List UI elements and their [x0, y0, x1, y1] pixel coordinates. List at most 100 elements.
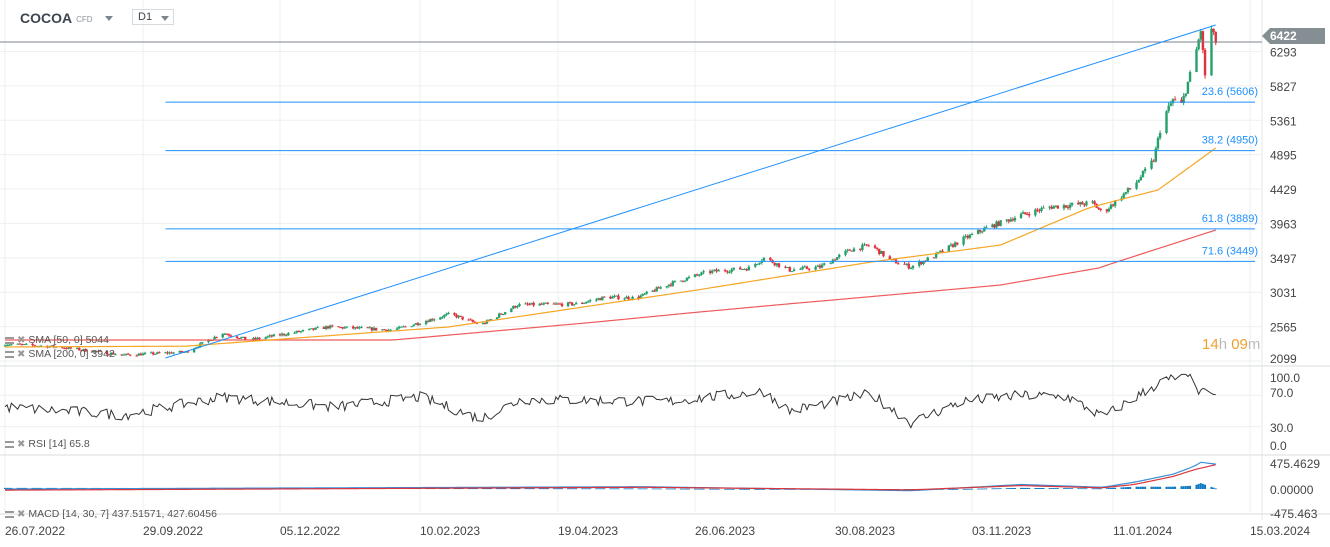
macd-bar: [730, 488, 733, 490]
macd-bar: [778, 489, 780, 490]
symbol-selector[interactable]: COCOA CFD: [20, 10, 113, 26]
macd-bar: [724, 488, 727, 490]
close-icon[interactable]: ✖: [17, 438, 26, 450]
candle-body: [453, 312, 456, 315]
settings-icon[interactable]: [5, 336, 14, 344]
candle: [1007, 219, 1010, 224]
legend-sma50[interactable]: ✖ SMA [50, 0] 5044: [5, 334, 109, 346]
macd-bar: [711, 488, 714, 490]
candle-body: [603, 296, 606, 298]
candle: [814, 265, 817, 272]
candle: [1083, 203, 1086, 208]
candle-body: [1093, 201, 1096, 205]
candle: [643, 292, 646, 295]
candle: [801, 265, 804, 271]
candle-body: [681, 280, 685, 282]
candle: [1195, 46, 1198, 73]
candle: [158, 351, 161, 354]
candle: [457, 315, 460, 319]
candle: [80, 349, 83, 352]
candle-body: [922, 260, 925, 265]
candle: [316, 326, 319, 329]
close-icon[interactable]: ✖: [17, 348, 26, 360]
macd-bar: [947, 489, 950, 490]
candle: [653, 288, 656, 293]
candle-body: [816, 265, 819, 267]
candle-body: [999, 220, 1002, 226]
candle: [1150, 158, 1153, 170]
candle: [754, 262, 757, 268]
macd-bar: [597, 488, 600, 490]
legend-rsi[interactable]: ✖ RSI [14] 65.8: [5, 438, 90, 450]
candle-body: [560, 303, 564, 307]
candle-body: [552, 303, 556, 305]
settings-icon[interactable]: [5, 440, 14, 448]
candle: [1107, 207, 1111, 213]
candle: [268, 334, 271, 338]
candle-body: [504, 312, 507, 315]
macd-bar: [1137, 486, 1140, 489]
candle-body: [803, 266, 807, 268]
candle-body: [168, 352, 171, 354]
chevron-down-icon[interactable]: [104, 15, 113, 21]
candle: [956, 242, 959, 246]
candle-body: [524, 303, 527, 305]
candle: [114, 353, 117, 356]
candle-body: [285, 335, 288, 337]
candle: [433, 318, 436, 322]
macd-bar: [1048, 488, 1051, 489]
candle-body: [483, 323, 487, 325]
macd-bar: [554, 488, 557, 490]
candle-body: [404, 326, 407, 328]
close-icon[interactable]: ✖: [17, 334, 26, 346]
legend-sma200[interactable]: ✖ SMA [200, 0] 3942: [5, 348, 115, 360]
candle-body: [754, 263, 757, 267]
candle-body: [316, 327, 319, 329]
candle-body: [467, 319, 470, 321]
candle-body: [33, 345, 36, 347]
candle-body: [213, 336, 216, 340]
candle: [5, 343, 9, 347]
instrument-type: CFD: [76, 15, 93, 24]
candle-body: [1083, 204, 1086, 206]
settings-icon[interactable]: [5, 350, 14, 358]
candle-body: [949, 244, 953, 246]
legend-macd[interactable]: ✖ MACD [14, 30, 7] 437.51571, 427.60456: [5, 508, 217, 520]
candle-body: [730, 269, 733, 273]
candle: [617, 293, 620, 301]
candle: [1056, 205, 1060, 209]
candle-body: [882, 251, 885, 257]
candle: [911, 265, 915, 270]
candle-body: [387, 329, 390, 332]
candle: [483, 322, 487, 325]
candle-body: [745, 269, 748, 271]
candle-body: [861, 244, 864, 250]
candle-body: [659, 287, 662, 289]
candle-body: [280, 333, 284, 336]
candle-body: [728, 272, 731, 274]
candle: [556, 302, 560, 305]
candle-body: [126, 353, 130, 355]
candle: [713, 269, 716, 272]
timeframe-dropdown[interactable]: D1: [132, 9, 174, 25]
candle: [383, 328, 386, 331]
candle: [215, 336, 218, 339]
close-icon[interactable]: ✖: [17, 508, 26, 520]
candle-body: [617, 295, 620, 300]
macd-bar: [700, 488, 703, 490]
candle-body: [966, 235, 969, 238]
candle: [314, 327, 317, 331]
candle: [499, 312, 503, 315]
macd-bar: [743, 488, 746, 490]
settings-icon[interactable]: [5, 510, 14, 518]
macd-bar: [1189, 485, 1192, 489]
candle: [1013, 215, 1017, 223]
candle: [326, 325, 330, 330]
macd-bar: [758, 489, 761, 490]
candle-body: [439, 317, 442, 320]
candle-body: [473, 321, 476, 323]
candle-body: [1143, 168, 1147, 171]
candle-body: [256, 337, 259, 340]
candle-body: [389, 329, 392, 331]
